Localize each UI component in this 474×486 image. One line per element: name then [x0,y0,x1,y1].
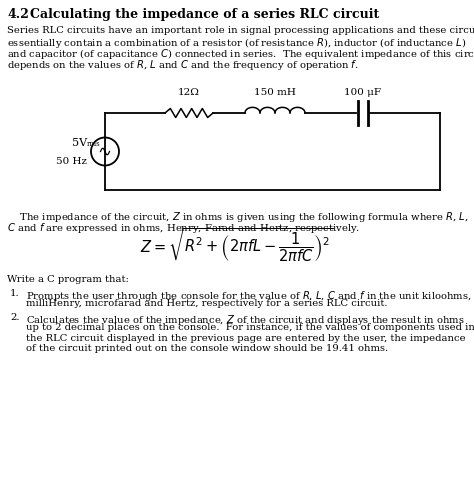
Text: 2.: 2. [10,312,19,322]
Text: and capacitor (of capacitance $C$) connected in series.  The equivalent impedanc: and capacitor (of capacitance $C$) conne… [7,47,474,61]
Text: 5V: 5V [72,138,87,147]
Text: $C$ and $f$ are expressed in ohms, Henry, Farad and Hertz, respectively.: $C$ and $f$ are expressed in ohms, Henry… [7,221,360,235]
Text: of the circuit printed out on the console window should be 19.41 ohms.: of the circuit printed out on the consol… [26,344,388,353]
Text: The impedance of the circuit, $Z$ in ohms is given using the following formula w: The impedance of the circuit, $Z$ in ohm… [7,210,468,224]
Text: 4.2: 4.2 [7,8,29,21]
Text: the RLC circuit displayed in the previous page are entered by the user, the impe: the RLC circuit displayed in the previou… [26,333,465,343]
Text: depends on the values of $R$, $L$ and $C$ and the frequency of operation $f$.: depends on the values of $R$, $L$ and $C… [7,57,359,71]
Text: Write a C program that:: Write a C program that: [7,275,129,284]
Text: Prompts the user through the console for the value of $R$, $L$, $C$ and $f$ in t: Prompts the user through the console for… [26,289,472,302]
Text: 100 μF: 100 μF [345,88,382,97]
Text: 50 Hz: 50 Hz [56,156,87,166]
Text: 12Ω: 12Ω [178,88,200,97]
Text: $Z = \sqrt{R^2 + \left(2\pi fL - \dfrac{1}{2\pi fC}\right)^2}$: $Z = \sqrt{R^2 + \left(2\pi fL - \dfrac{… [140,226,334,263]
Text: 150 mH: 150 mH [254,88,296,97]
Text: rms: rms [87,139,100,147]
Text: 1.: 1. [10,289,19,297]
Text: Calculates the value of the impedance, $Z$ of the circuit and displays the resul: Calculates the value of the impedance, $… [26,312,465,327]
Text: essentially contain a combination of a resistor (of resistance $R$), inductor (o: essentially contain a combination of a r… [7,36,466,51]
Text: milliHenry, microfarad and Hertz, respectively for a series RLC circuit.: milliHenry, microfarad and Hertz, respec… [26,299,388,308]
Text: Calculating the impedance of a series RLC circuit: Calculating the impedance of a series RL… [30,8,379,21]
Text: up to 2 decimal places on the console.  For instance, if the values of component: up to 2 decimal places on the console. F… [26,323,474,332]
Text: Series RLC circuits have an important role in signal processing applications and: Series RLC circuits have an important ro… [7,26,474,35]
